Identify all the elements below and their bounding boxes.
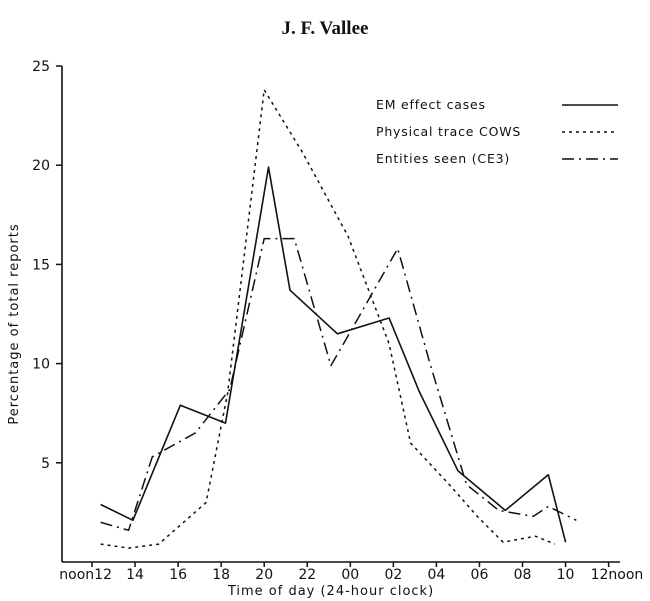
x-ticks: noon12 14 16 18 20 22 00 02 04 06 08 10 12noon <box>59 562 643 583</box>
x-tick-label: 10 <box>557 567 575 583</box>
legend-label: EM effect cases <box>376 97 486 112</box>
chart-axes <box>61 66 620 563</box>
x-tick-label: 14 <box>126 567 144 583</box>
series-line <box>100 237 577 532</box>
page-header: J. F. Vallee <box>281 18 369 39</box>
x-tick-label: 12noon <box>591 567 644 583</box>
y-ticks: 5 10 15 20 25 <box>32 59 62 472</box>
legend-label: Entities seen (CE3) <box>376 151 510 166</box>
legend: EM effect cases Physical trace COWS Entiti… <box>376 97 618 166</box>
series-line <box>100 166 567 543</box>
y-tick-label: 10 <box>32 357 50 373</box>
x-tick-label: 04 <box>427 567 445 583</box>
y-tick-label: 15 <box>32 257 50 273</box>
x-tick-label: 18 <box>212 567 230 583</box>
x-axis-label: Time of day (24-hour clock) <box>227 584 434 599</box>
x-tick-label: 02 <box>384 567 402 583</box>
x-tick-label: 20 <box>255 567 273 583</box>
y-tick-label: 25 <box>32 59 50 75</box>
series-line <box>100 89 556 549</box>
x-tick-label: noon12 <box>59 567 112 583</box>
legend-label: Physical trace COWS <box>376 124 521 139</box>
x-tick-label: 16 <box>169 567 187 583</box>
y-tick-label: 5 <box>41 456 50 472</box>
x-tick-label: 22 <box>298 567 316 583</box>
x-tick-label: 00 <box>341 567 359 583</box>
x-tick-label: 08 <box>514 567 532 583</box>
y-axis-label: Percentage of total reports <box>7 223 22 424</box>
x-tick-label: 06 <box>471 567 489 583</box>
series-layer <box>100 89 577 549</box>
y-tick-label: 20 <box>32 158 50 174</box>
